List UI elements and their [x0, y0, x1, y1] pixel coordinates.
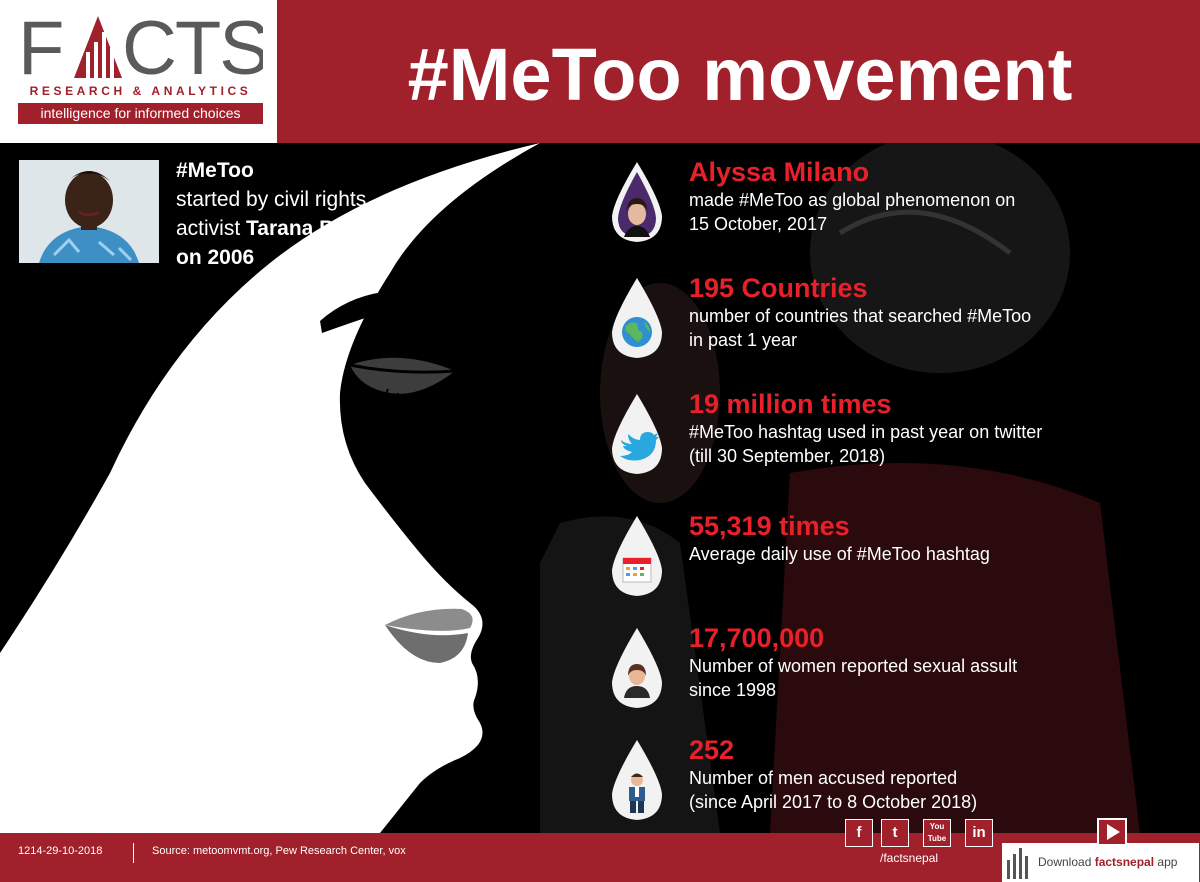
- play-store-icon[interactable]: [1097, 818, 1127, 846]
- facts-bars-icon: [1007, 848, 1028, 879]
- woman-icon: [612, 628, 662, 708]
- origin-hashtag: #MeToo: [176, 159, 254, 182]
- globe-icon: [612, 278, 662, 358]
- origin-text: #MeToo started by civil rights activist …: [176, 156, 436, 272]
- stat-description: Number of men accused reported (since Ap…: [689, 766, 1189, 814]
- twitter-icon[interactable]: t: [881, 819, 909, 847]
- stat-title: Alyssa Milano: [689, 157, 870, 187]
- stat-description-line1: Average daily use of #MeToo hashtag: [689, 544, 990, 564]
- download-app-banner[interactable]: Download factsnepal app: [1002, 843, 1199, 882]
- stat-description-line1: Number of women reported sexual assult: [689, 656, 1018, 676]
- app-name: factsnepal: [1094, 855, 1155, 869]
- stat-million-times: 19 million times #MeToo hashtag used in …: [606, 389, 1189, 500]
- alyssa-milano-portrait-icon: [612, 162, 662, 242]
- stat-description: Number of women reported sexual assult s…: [689, 654, 1189, 702]
- stat-daily-use: 55,319 times Average daily use of #MeToo…: [606, 511, 1189, 622]
- stat-title: 195 Countries: [689, 273, 868, 303]
- stat-description: made #MeToo as global phenomenon on 15 O…: [689, 188, 1189, 236]
- stat-title: 19 million times: [689, 389, 892, 419]
- page-title: #MeToo movement: [407, 33, 1073, 116]
- youtube-icon[interactable]: You Tube: [923, 819, 951, 847]
- stat-title: 55,319 times: [689, 511, 850, 541]
- logo-tagline: intelligence for informed choices: [18, 103, 263, 124]
- infographic-id: 1214-29-10-2018: [18, 845, 103, 857]
- social-handle[interactable]: /factsnepal: [880, 851, 939, 865]
- download-suffix: app: [1154, 855, 1178, 869]
- stat-alyssa-milano: Alyssa Milano made #MeToo as global phen…: [606, 157, 1189, 268]
- origin-line1: started by civil rights: [176, 188, 367, 211]
- logo-subtitle: RESEARCH & ANALYTICS: [29, 84, 252, 98]
- stat-description-line1: made #MeToo as global phenomenon on: [689, 190, 1016, 210]
- twitter-bird-icon: [612, 394, 662, 474]
- footer: 1214-29-10-2018 Source: metoomvmt.org, P…: [0, 819, 1200, 882]
- stat-description: Average daily use of #MeToo hashtag: [689, 542, 1189, 566]
- stat-description-line1: number of countries that searched #MeToo: [689, 306, 1032, 326]
- stat-description-line2: (till 30 September, 2018): [689, 446, 886, 466]
- svg-text:F: F: [18, 12, 62, 82]
- download-prefix: Download: [1038, 855, 1095, 869]
- stat-description-line1: #MeToo hashtag used in past year on twit…: [689, 422, 1043, 442]
- crying-woman-silhouette: [0, 143, 540, 833]
- stat-description-line1: Number of men accused reported: [689, 768, 958, 788]
- logo: F CTS RESEARCH & ANALYTICS intelligence …: [0, 0, 277, 143]
- background-illustration: [540, 143, 1140, 833]
- facts-logo-icon: F CTS: [18, 12, 263, 82]
- download-app-text[interactable]: Download factsnepal app: [1038, 855, 1177, 869]
- svg-text:CTS: CTS: [122, 12, 263, 82]
- stat-description-line2: in past 1 year: [689, 330, 798, 350]
- source-text: Source: metoomvmt.org, Pew Research Cent…: [152, 845, 406, 857]
- stat-description: #MeToo hashtag used in past year on twit…: [689, 420, 1189, 468]
- social-links: f t You Tube in: [845, 819, 995, 849]
- stat-description-line2: 15 October, 2017: [689, 214, 828, 234]
- calendar-icon: [612, 516, 662, 596]
- portrait-of-tarana-burke: [19, 160, 159, 263]
- origin-line2-prefix: activist: [176, 217, 247, 240]
- stat-title: 252: [689, 735, 735, 765]
- man-icon: [612, 740, 662, 820]
- stat-description: number of countries that searched #MeToo…: [689, 304, 1189, 352]
- origin-year: on 2006: [176, 246, 255, 269]
- stat-title: 17,700,000: [689, 623, 825, 653]
- stat-description-line2: since 1998: [689, 680, 777, 700]
- stat-women-reported: 17,700,000 Number of women reported sexu…: [606, 623, 1189, 734]
- stat-countries: 195 Countries number of countries that s…: [606, 273, 1189, 384]
- stat-men-accused: 252 Number of men accused reported (sinc…: [606, 735, 1189, 846]
- facebook-icon[interactable]: f: [845, 819, 873, 847]
- linkedin-icon[interactable]: in: [965, 819, 993, 847]
- origin-line2: activist Tarana Burke: [176, 214, 436, 243]
- origin-name: Tarana Burke: [246, 217, 379, 240]
- footer-divider: [133, 843, 134, 863]
- stat-description-line2: (since April 2017 to 8 October 2018): [689, 792, 978, 812]
